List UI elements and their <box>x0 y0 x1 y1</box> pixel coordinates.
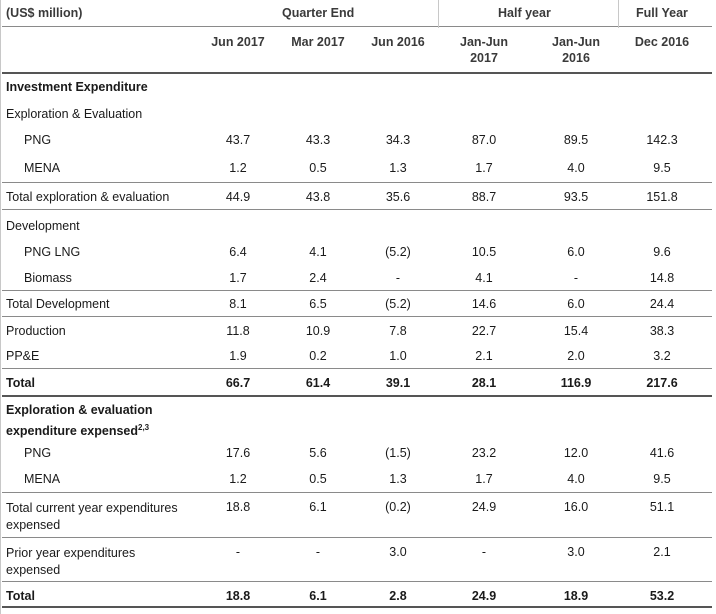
section-expensed-label: Exploration & evaluation expenditure exp… <box>6 403 153 439</box>
col-header-jun-2017: Jun 2017 <box>211 35 265 49</box>
row-label: Total <box>6 376 35 390</box>
row-label: PNG <box>24 133 52 147</box>
row-label: Total <box>6 589 35 603</box>
section-development: Development <box>6 219 80 233</box>
row-label: Total exploration & evaluation <box>6 190 170 204</box>
row-label: Total current year expenditures expensed <box>6 501 178 532</box>
section-expensed: Exploration & evaluation expenditure exp… <box>6 402 200 440</box>
row-label: PNG <box>24 446 52 460</box>
col-header-jan-jun-2016-year: 2016 <box>562 51 590 65</box>
group-quarter-end: Quarter End <box>282 6 355 20</box>
group-half-year: Half year <box>498 6 551 20</box>
col-header-jan-jun-2016: Jan-Jun <box>552 35 600 49</box>
row-label: Prior year expenditures expensed <box>6 546 136 577</box>
section-investment-expenditure: Investment Expenditure <box>6 80 148 94</box>
row-label: Total Development <box>6 297 110 311</box>
col-header-mar-2017: Mar 2017 <box>291 35 345 49</box>
header-bottom-rule <box>2 72 712 74</box>
col-header-jan-jun-2017: Jan-Jun <box>460 35 508 49</box>
group-full-year: Full Year <box>636 6 688 20</box>
col-header-jun-2016: Jun 2016 <box>371 35 425 49</box>
col-header-jan-jun-2017-year: 2017 <box>470 51 498 65</box>
row-label: MENA <box>24 161 61 175</box>
row-label: Production <box>6 324 66 338</box>
footnote-ref: 2,3 <box>138 423 150 432</box>
row-label: PNG LNG <box>24 245 81 259</box>
header-rule <box>2 26 712 27</box>
row-label: Biomass <box>24 271 72 285</box>
section-exploration-evaluation: Exploration & Evaluation <box>6 107 143 121</box>
col-header-dec-2016: Dec 2016 <box>634 35 690 49</box>
row-label: MENA <box>24 472 61 486</box>
unit-label: (US$ million) <box>6 6 83 20</box>
row-label: PP&E <box>6 349 40 363</box>
